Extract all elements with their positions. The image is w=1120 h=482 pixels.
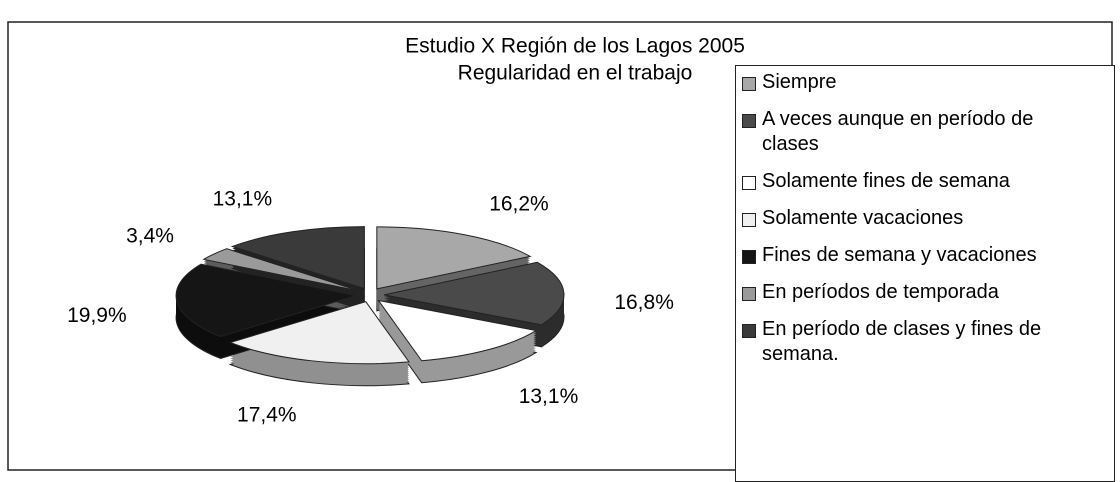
legend-item: Solamente vacaciones xyxy=(742,206,1108,231)
legend-item: En períodos de temporada xyxy=(742,280,1108,305)
slice xyxy=(377,299,538,362)
legend-swatch xyxy=(742,324,756,338)
data-label: 13,1% xyxy=(519,385,579,408)
legend-item: Siempre xyxy=(742,70,1108,95)
chart-subtitle: Regularidad en el trabajo xyxy=(458,62,693,85)
legend-swatch xyxy=(742,213,756,227)
legend-label: En períodos de temporada xyxy=(762,281,999,303)
legend: Siempre A veces aunque en período de clas… xyxy=(735,65,1115,482)
slice xyxy=(202,248,359,292)
legend-item: Fines de semana y vacaciones xyxy=(742,243,1108,268)
legend-swatch xyxy=(742,77,756,91)
legend-label: En período de clases y fines de semana. xyxy=(762,318,1042,365)
legend-swatch xyxy=(742,176,756,190)
slice xyxy=(228,301,410,365)
legend-label: Fines de semana y vacaciones xyxy=(762,244,1037,266)
legend-swatch xyxy=(742,114,756,128)
legend-label: Siempre xyxy=(762,71,837,93)
legend-label: A veces aunque en período de clases xyxy=(762,108,1034,155)
slice xyxy=(175,263,357,337)
legend-label: Solamente fines de semana xyxy=(762,170,1010,192)
slice xyxy=(376,226,532,290)
legend-label: Solamente vacaciones xyxy=(762,207,964,229)
legend-swatch xyxy=(742,287,756,301)
legend-swatch xyxy=(742,250,756,264)
legend-item: Solamente fines de semana xyxy=(742,169,1108,194)
data-label: 17,4% xyxy=(237,404,297,427)
data-label: 13,1% xyxy=(213,188,273,211)
legend-item: A veces aunque en período de clases xyxy=(742,107,1108,157)
data-label: 16,2% xyxy=(489,193,549,216)
legend-item: En período de clases y fines de semana. xyxy=(742,317,1108,367)
slice xyxy=(383,261,565,326)
data-label: 19,9% xyxy=(67,304,127,327)
slice xyxy=(230,226,365,290)
chart-title: Estudio X Región de los Lagos 2005 xyxy=(405,35,745,58)
data-label: 3,4% xyxy=(126,225,174,248)
data-label: 16,8% xyxy=(614,291,674,314)
